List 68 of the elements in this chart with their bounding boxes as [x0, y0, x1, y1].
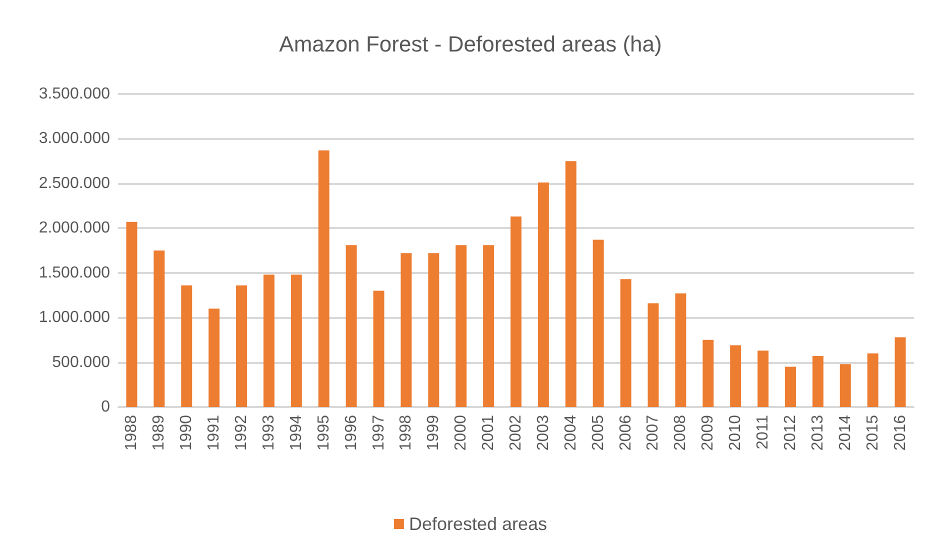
bar: [592, 240, 604, 407]
x-tick-label: 2016: [892, 414, 909, 451]
x-tick-label: 1993: [260, 414, 278, 451]
x-tick-label: 2015: [864, 414, 882, 451]
bar: [208, 308, 220, 407]
bar: [263, 274, 274, 407]
y-tick-label: 0: [101, 398, 110, 416]
x-tick-label: 2011: [754, 414, 772, 450]
x-tick-label: 1991: [206, 414, 223, 451]
bar: [154, 250, 165, 407]
bar: [702, 340, 714, 407]
x-tick-label: 1990: [178, 414, 196, 451]
y-tick-label: 3.500.000: [38, 86, 110, 102]
bar: [620, 279, 632, 407]
bar: [867, 353, 878, 407]
bar: [840, 364, 851, 407]
y-tick-label: 2.500.000: [38, 174, 110, 192]
bar: [483, 245, 494, 407]
x-tick-label: 1997: [370, 414, 388, 451]
x-tick-label: 2008: [672, 414, 690, 451]
y-tick-label: 1.500.000: [38, 264, 110, 282]
bar: [290, 274, 302, 407]
x-tick-label: 2002: [508, 414, 524, 451]
x-tick-label: 2001: [480, 414, 498, 451]
y-tick-label: 1.000.000: [38, 309, 110, 326]
bar: [784, 366, 796, 407]
y-tick-label: 3.000.000: [38, 130, 110, 148]
x-tick-label: 2005: [590, 414, 607, 451]
legend-label: Deforested areas: [408, 514, 548, 534]
y-tick-label: 500.000: [52, 354, 110, 371]
bar: [126, 222, 138, 407]
bar: [675, 293, 686, 407]
bar: [428, 253, 440, 407]
x-tick-label: 2009: [700, 414, 717, 451]
x-tick-label: 1998: [398, 414, 415, 451]
bar: [510, 216, 522, 407]
x-tick-label: 1994: [288, 414, 305, 451]
chart-title: Amazon Forest - Deforested areas (ha): [279, 32, 662, 56]
x-tick-label: 2012: [782, 414, 799, 451]
x-tick-label: 2003: [534, 414, 552, 451]
x-tick-label: 2014: [836, 414, 854, 451]
bar: [346, 245, 357, 407]
bar: [730, 345, 742, 407]
bar: [648, 303, 659, 407]
bar: [181, 285, 192, 407]
x-tick-label: 2006: [617, 414, 634, 451]
x-tick-label: 1995: [315, 414, 332, 451]
x-tick-label: 2013: [809, 414, 826, 451]
bar: [812, 356, 824, 407]
x-tick-label: 1999: [425, 414, 442, 451]
bar: [456, 245, 467, 407]
x-tick-label: 2010: [727, 414, 744, 451]
bar: [894, 337, 906, 407]
bar: [318, 150, 330, 407]
bar: [758, 350, 769, 407]
x-tick-label: 1992: [233, 414, 250, 451]
bar: [373, 290, 384, 407]
bar: [538, 182, 549, 407]
x-tick-label: 2007: [644, 414, 662, 451]
x-tick-label: 1989: [150, 414, 168, 451]
x-tick-label: 1988: [123, 414, 140, 451]
x-tick-label: 1996: [342, 414, 360, 451]
bar: [400, 253, 412, 407]
x-tick-label: 2004: [562, 414, 580, 451]
y-tick-label: 2.000.000: [38, 220, 110, 237]
bar: [236, 285, 248, 407]
bar: [565, 161, 576, 407]
x-tick-label: 2000: [452, 414, 470, 451]
